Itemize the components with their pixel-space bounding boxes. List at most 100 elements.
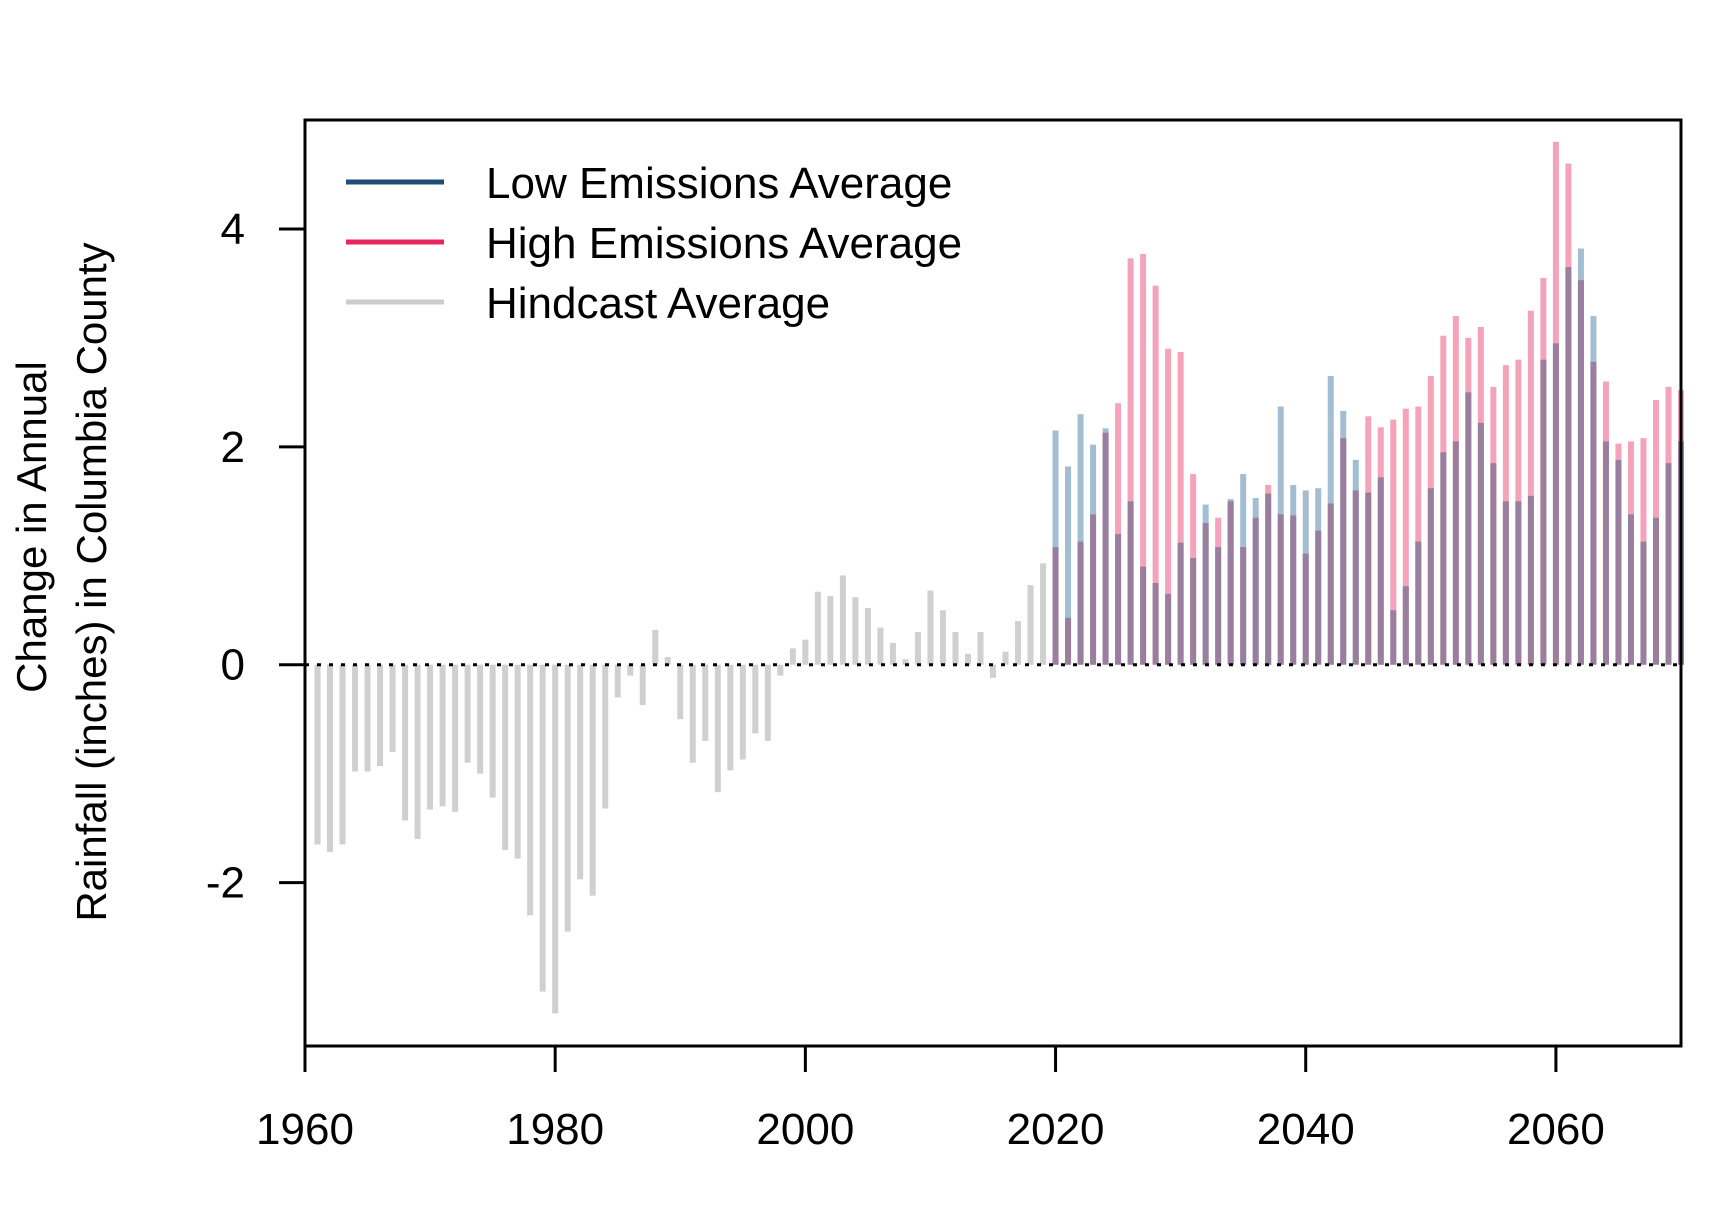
overlap-bar	[1340, 438, 1347, 665]
hindcast-bar	[789, 648, 796, 665]
hindcast-bar	[714, 664, 721, 793]
high-emissions-bar	[1177, 352, 1184, 665]
overlap-bar	[1115, 533, 1122, 665]
overlap-bar	[1640, 541, 1647, 665]
overlap-bar	[1652, 517, 1659, 665]
hindcast-bar	[977, 632, 984, 665]
hindcast-bar	[802, 639, 809, 665]
x-tick-label: 1980	[506, 1105, 604, 1154]
overlap-bar	[1140, 566, 1147, 665]
overlap-bar	[1427, 488, 1434, 665]
overlap-bar	[1465, 392, 1472, 665]
low-emissions-bar	[1077, 414, 1084, 665]
hindcast-bar	[514, 664, 521, 859]
overlap-bar	[1602, 441, 1609, 665]
overlap-bar	[1302, 553, 1309, 665]
hindcast-bar	[602, 664, 609, 809]
hindcast-bar	[764, 664, 771, 741]
legend-label-high: High Emissions Average	[486, 219, 962, 268]
hindcast-bar	[452, 664, 459, 812]
y-tick-label: 0	[221, 641, 245, 690]
hindcast-bar	[1040, 563, 1047, 665]
hindcast-bar	[827, 596, 834, 665]
high-emissions-bar	[1127, 258, 1134, 665]
y-axis-title-line-2: Rainfall (inches) in Columbia County	[68, 242, 115, 921]
overlap-bar	[1215, 547, 1222, 665]
hindcast-bar	[727, 664, 734, 771]
overlap-bar	[1315, 530, 1322, 665]
hindcast-bar	[352, 664, 359, 772]
hindcast-bar	[889, 642, 896, 665]
hindcast-bar	[677, 664, 684, 720]
hindcast-bar	[327, 664, 334, 853]
legend-label-low: Low Emissions Average	[486, 159, 952, 208]
hindcast-bar	[877, 627, 884, 665]
overlap-bar	[1665, 463, 1672, 665]
overlap-bar	[1202, 523, 1209, 665]
hindcast-bar	[389, 664, 396, 752]
overlap-bar	[1590, 361, 1597, 665]
hindcast-bar	[502, 664, 509, 850]
high-emissions-bar	[1402, 408, 1409, 665]
overlap-bar	[1127, 501, 1134, 665]
overlap-bar	[1352, 490, 1359, 665]
overlap-bar	[1515, 501, 1522, 665]
high-emissions-bar	[1152, 285, 1159, 665]
overlap-bar	[1540, 359, 1547, 665]
x-tick-label: 2020	[1007, 1105, 1105, 1154]
hindcast-bar	[439, 664, 446, 807]
hindcast-bar	[990, 664, 996, 678]
overlap-bar	[1252, 517, 1259, 665]
x-tick-label: 2060	[1507, 1105, 1605, 1154]
overlap-bar	[1290, 515, 1297, 665]
hindcast-bar	[927, 590, 934, 665]
overlap-bar	[1552, 343, 1559, 665]
legend: Low Emissions Average High Emissions Ave…	[346, 159, 962, 328]
overlap-bar	[1152, 583, 1159, 665]
legend-label-hindcast: Hindcast Average	[486, 279, 830, 328]
overlap-bar	[1227, 501, 1234, 665]
hindcast-bar	[552, 664, 559, 1014]
overlap-bar	[1402, 586, 1409, 665]
x-axis: 1960 1980 2000 2020 2040 2060	[256, 1044, 1605, 1154]
hindcast-bar	[914, 632, 921, 665]
overlap-bar	[1327, 503, 1334, 665]
overlap-bar	[1190, 557, 1197, 665]
hindcast-bar	[414, 664, 421, 840]
hindcast-bar	[814, 591, 821, 665]
overlap-bar	[1415, 541, 1422, 665]
overlap-bar	[1077, 541, 1084, 665]
y-axis: -2 0 2 4	[206, 205, 305, 908]
hindcast-bar	[427, 664, 434, 810]
overlap-bar	[1240, 547, 1247, 665]
x-tick-label: 2040	[1257, 1105, 1355, 1154]
hindcast-bar	[664, 657, 671, 665]
low-emissions-bar	[1065, 466, 1072, 665]
overlap-bar	[1452, 441, 1459, 665]
hindcast-bar	[689, 664, 696, 763]
y-tick-label: 4	[221, 205, 245, 254]
high-emissions-bar	[1527, 310, 1534, 665]
hindcast-bar	[614, 664, 621, 698]
hindcast-bar	[939, 610, 946, 665]
hindcast-bar	[314, 664, 321, 845]
hindcast-bar	[864, 608, 871, 665]
high-emissions-bar	[1390, 419, 1397, 665]
hindcast-bar	[852, 597, 859, 665]
y-tick-label: -2	[206, 859, 245, 908]
overlap-bar	[1165, 593, 1172, 665]
overlap-bar	[1365, 492, 1372, 665]
x-tick-label: 2000	[756, 1105, 854, 1154]
hindcast-bar	[464, 664, 471, 763]
hindcast-bar	[1015, 621, 1022, 665]
hindcast-bar	[402, 664, 409, 821]
overlap-bar	[1565, 267, 1572, 665]
hindcast-bar	[739, 664, 746, 760]
high-emissions-bar	[1140, 253, 1147, 665]
high-emissions-bar	[1415, 406, 1422, 665]
hindcast-bar	[564, 664, 571, 932]
overlap-bar	[1527, 495, 1534, 665]
overlap-bar	[1065, 617, 1072, 665]
overlap-bar	[1177, 542, 1184, 665]
